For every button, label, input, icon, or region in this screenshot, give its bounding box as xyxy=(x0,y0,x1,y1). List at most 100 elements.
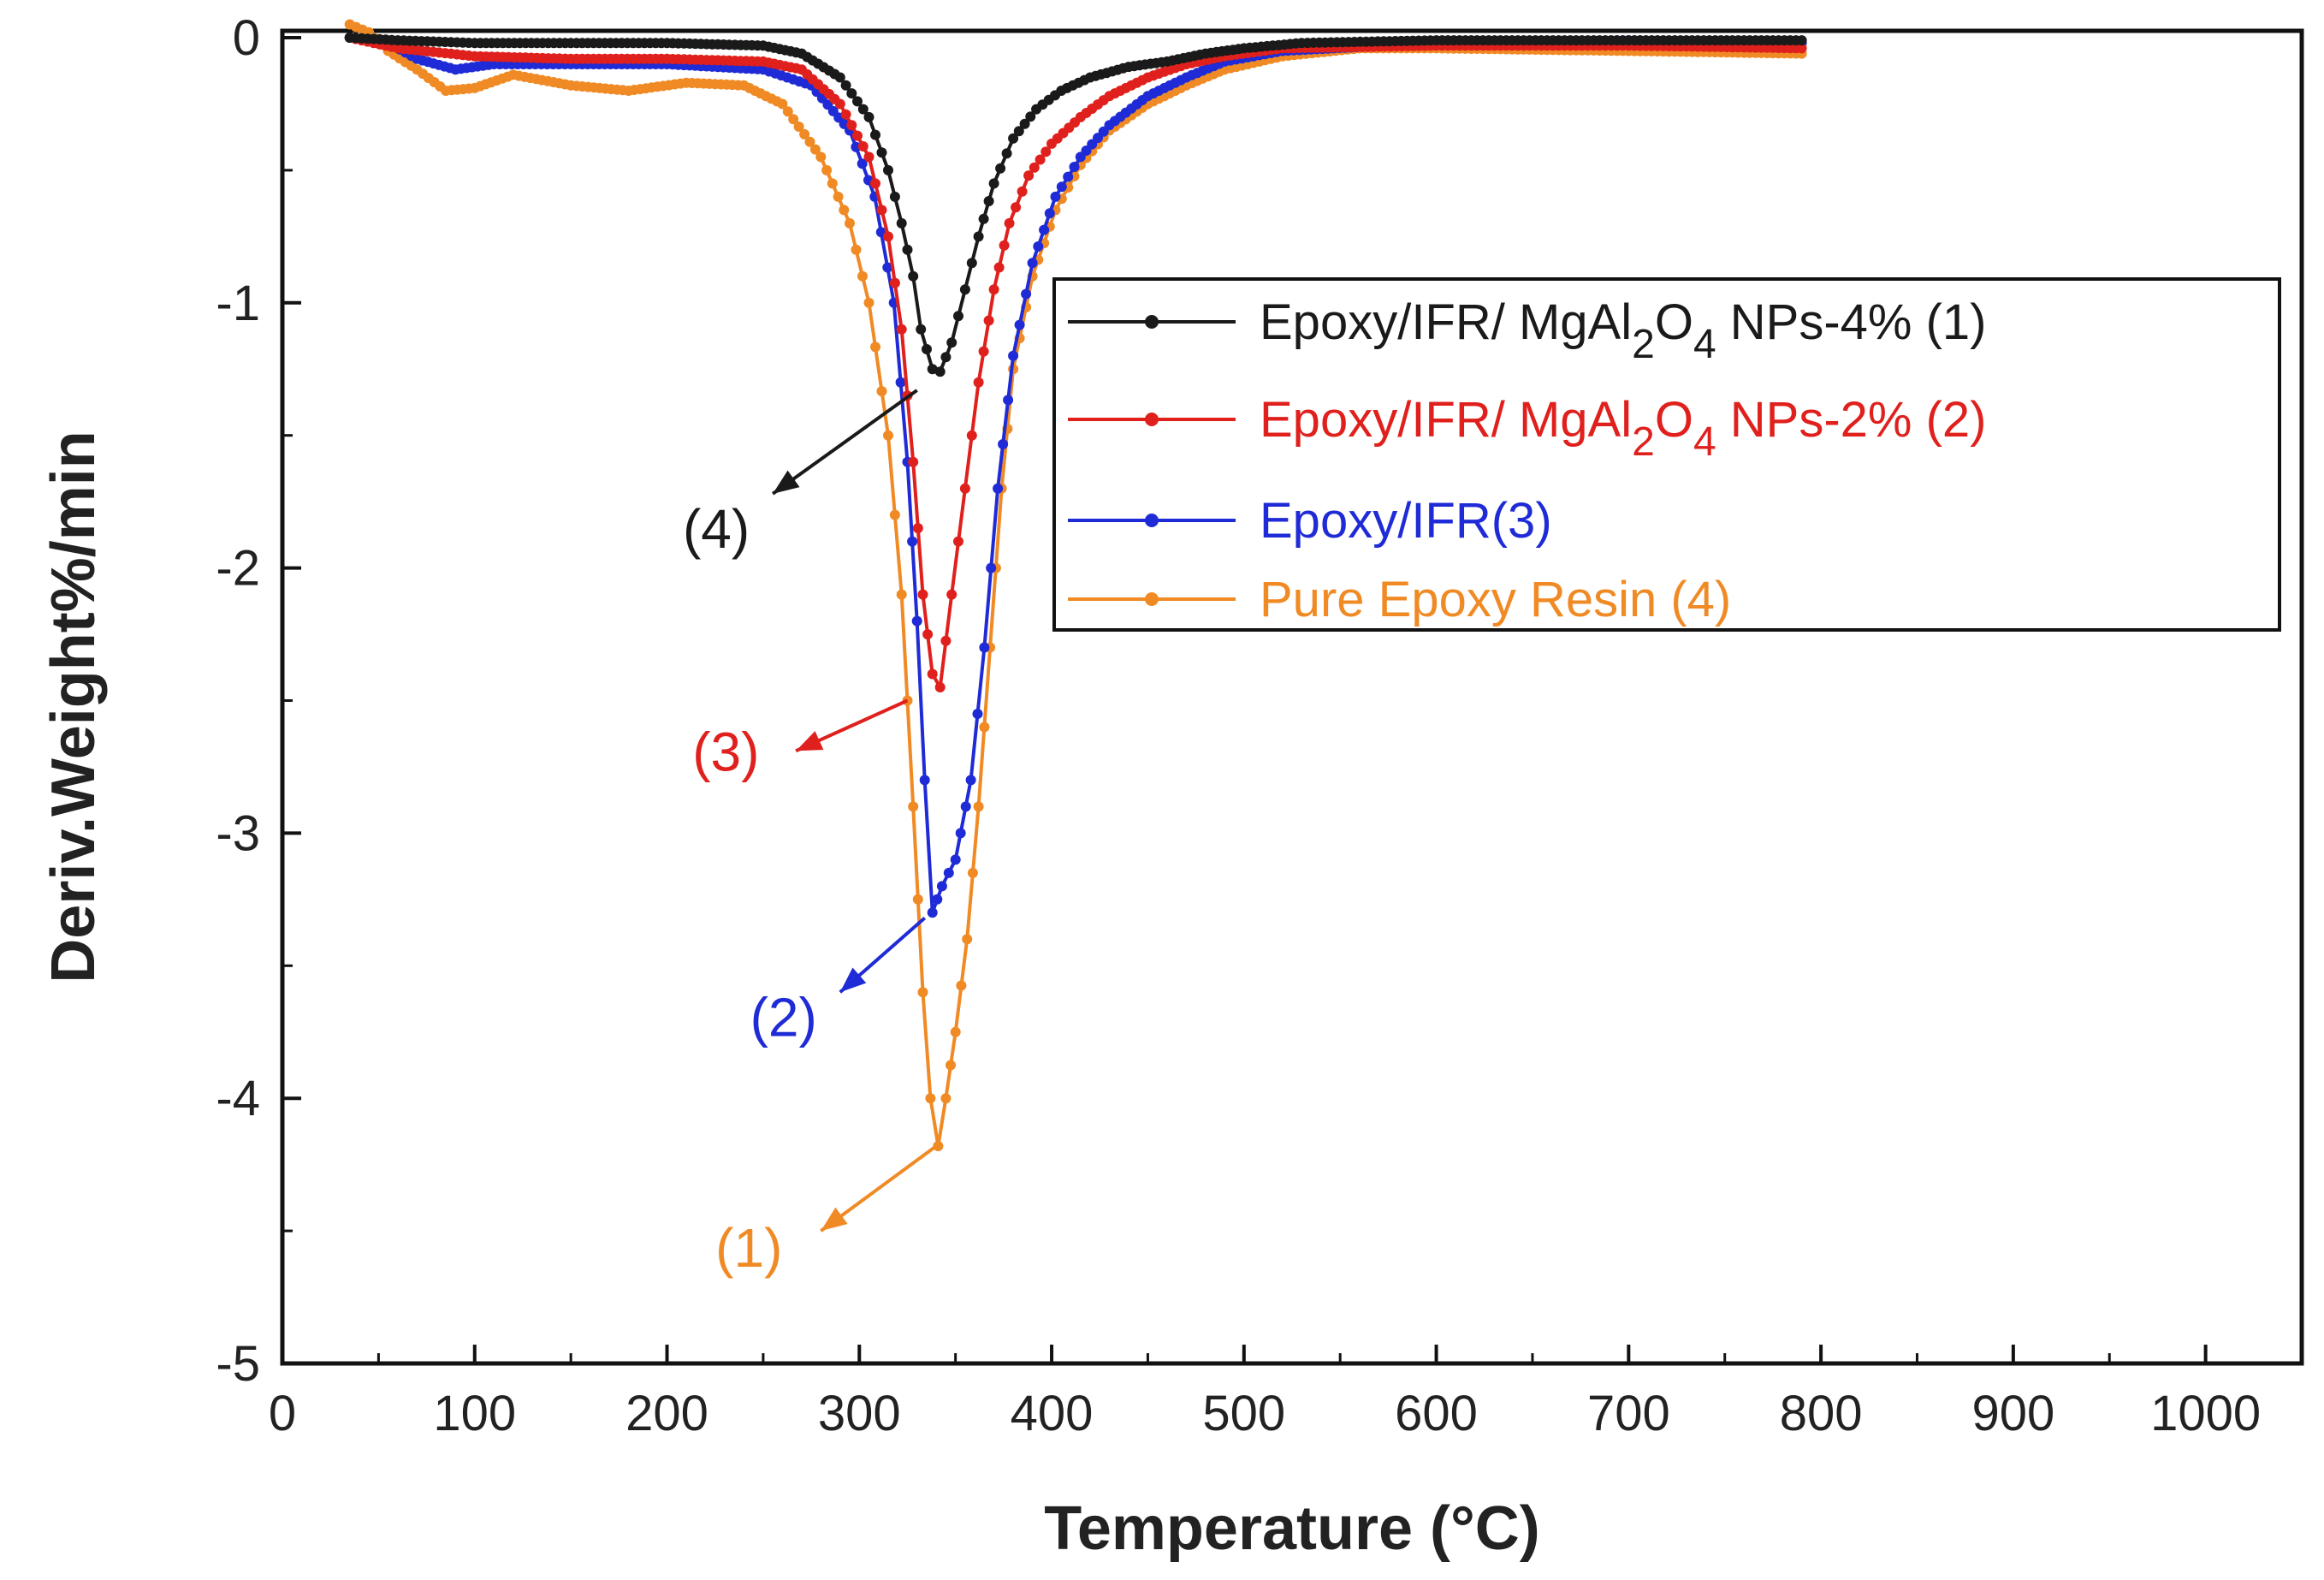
data-point xyxy=(1008,350,1019,361)
arrow-head xyxy=(839,967,867,993)
annotation-label: (2) xyxy=(750,986,817,1048)
annotation-3: (2) xyxy=(750,917,927,1048)
data-point xyxy=(821,164,833,175)
legend: Epoxy/IFR/ MgAl2O4 NPs-4% (1) Epoxy/IFR/ … xyxy=(1052,277,2281,632)
data-point xyxy=(946,337,957,348)
data-point xyxy=(950,1026,961,1037)
data-point xyxy=(973,377,984,388)
data-point xyxy=(973,231,984,242)
data-point xyxy=(857,141,869,151)
annotation-2: (3) xyxy=(692,698,909,782)
y-tick-label: -2 xyxy=(216,541,260,597)
data-point xyxy=(882,262,893,273)
data-point xyxy=(940,635,952,646)
data-point xyxy=(986,562,997,573)
data-point xyxy=(1029,162,1040,173)
legend-label: Epoxy/IFR(3) xyxy=(1260,493,1552,549)
x-tick-label: 900 xyxy=(1971,1386,2054,1441)
series-1 xyxy=(344,33,1807,377)
data-point xyxy=(907,536,918,547)
data-point xyxy=(863,297,874,308)
data-point xyxy=(927,668,938,680)
data-point xyxy=(896,324,907,335)
legend-label: Epoxy/IFR/ MgAl2O4 NPs-2% (2) xyxy=(1260,392,1986,465)
data-point xyxy=(978,213,989,224)
data-point xyxy=(1023,170,1035,181)
data-point xyxy=(840,109,851,120)
legend-items: Epoxy/IFR/ MgAl2O4 NPs-4% (1) Epoxy/IFR/ … xyxy=(1068,294,1986,627)
annotation-label: (4) xyxy=(683,498,750,560)
data-point xyxy=(960,801,971,812)
arrow-head xyxy=(773,470,800,494)
data-point xyxy=(889,277,900,288)
annotation-4: (1) xyxy=(715,1144,938,1279)
data-point xyxy=(857,270,868,282)
data-point xyxy=(1027,258,1038,269)
data-point xyxy=(1033,241,1044,252)
data-point xyxy=(857,104,869,115)
x-tick-label: 500 xyxy=(1202,1386,1285,1441)
data-point xyxy=(925,1093,936,1104)
data-point xyxy=(956,980,967,991)
data-point xyxy=(959,284,970,295)
data-point xyxy=(1019,118,1030,129)
data-point xyxy=(1039,224,1050,235)
data-point xyxy=(782,106,793,117)
data-point xyxy=(1025,111,1036,122)
x-axis-title: Temperature (°C) xyxy=(1044,1494,1540,1563)
data-point xyxy=(983,315,994,326)
data-point xyxy=(896,589,907,600)
x-tick-label: 800 xyxy=(1780,1386,1863,1441)
data-point xyxy=(959,483,970,494)
data-point xyxy=(1013,126,1024,137)
y-tick-label: -4 xyxy=(216,1071,260,1126)
data-point xyxy=(827,178,838,189)
data-point xyxy=(1021,288,1032,300)
x-tick-label: 0 xyxy=(269,1386,296,1441)
data-point xyxy=(1796,35,1807,46)
data-point xyxy=(777,98,788,110)
data-point xyxy=(983,196,994,206)
data-point xyxy=(1017,186,1028,197)
data-point xyxy=(815,151,827,163)
data-point xyxy=(978,346,989,357)
data-point xyxy=(876,147,887,158)
data-point xyxy=(988,284,999,295)
arrow-head xyxy=(796,731,824,751)
data-point xyxy=(911,615,922,627)
data-point xyxy=(919,775,930,786)
data-point xyxy=(922,344,932,354)
data-point xyxy=(967,867,978,878)
data-point xyxy=(833,191,844,202)
data-point xyxy=(908,456,919,467)
x-tick-label: 300 xyxy=(818,1386,901,1441)
data-point xyxy=(1004,217,1015,229)
data-point xyxy=(863,111,874,122)
data-point xyxy=(846,120,857,131)
data-point xyxy=(953,536,963,547)
data-point xyxy=(845,217,855,229)
data-point xyxy=(883,164,893,175)
data-point xyxy=(934,366,946,377)
data-point xyxy=(912,523,923,534)
y-tick-label: -5 xyxy=(216,1336,260,1392)
y-axis-title: Deriv.Weight%/min xyxy=(39,431,108,983)
data-point xyxy=(1044,208,1055,219)
data-point xyxy=(852,96,863,107)
data-point xyxy=(962,934,973,945)
arrow-head xyxy=(821,1207,848,1232)
data-point xyxy=(793,122,804,132)
data-point xyxy=(946,1060,956,1071)
data-point xyxy=(876,205,887,216)
data-point xyxy=(988,178,999,189)
x-tick-label: 1000 xyxy=(2150,1386,2261,1441)
data-point xyxy=(883,231,893,242)
x-tick-label: 700 xyxy=(1587,1386,1670,1441)
data-point xyxy=(1008,133,1019,144)
data-point xyxy=(799,128,810,140)
legend-label: Epoxy/IFR/ MgAl2O4 NPs-4% (1) xyxy=(1260,294,1986,367)
data-point xyxy=(840,80,851,91)
data-point xyxy=(857,158,868,169)
data-point xyxy=(870,129,880,140)
